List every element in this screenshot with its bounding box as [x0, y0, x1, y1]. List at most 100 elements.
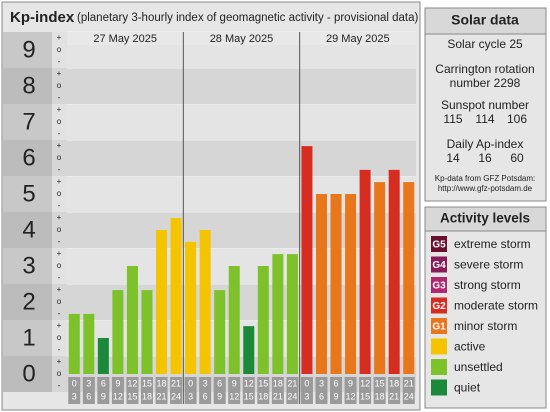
- minor-label: -: [58, 93, 61, 102]
- bar: [170, 218, 182, 374]
- hour-end: 9: [334, 391, 339, 401]
- minor-label: o: [57, 81, 62, 90]
- minor-label: +: [57, 141, 62, 150]
- y-tick-label: 1: [22, 324, 35, 351]
- legend-swatch: [431, 256, 447, 273]
- legend-label: quiet: [454, 381, 481, 395]
- hour-end: 15: [360, 391, 370, 401]
- grid-band: [67, 104, 416, 140]
- minor-label-band: [52, 32, 67, 68]
- bar: [257, 266, 269, 374]
- row-label-band: [3, 248, 52, 284]
- bar: [68, 313, 80, 374]
- legend-swatch: [431, 236, 447, 252]
- hour-start: 0: [304, 378, 309, 388]
- hour-box: [373, 377, 386, 404]
- hour-start: 0: [188, 378, 193, 388]
- hour-box: [228, 377, 241, 404]
- y-tick-label: 4: [22, 216, 35, 243]
- minor-label-band: [52, 140, 67, 176]
- row-label-band: [3, 32, 52, 68]
- minor-label: o: [57, 117, 62, 126]
- bar: [330, 194, 342, 374]
- hour-box: [388, 377, 401, 404]
- day-header-band: [67, 32, 416, 45]
- sunspot-title: Sunspot number: [441, 98, 529, 112]
- hour-box: [97, 377, 110, 404]
- bar: [199, 230, 211, 374]
- hour-end: 24: [171, 391, 181, 401]
- minor-label: -: [58, 129, 61, 138]
- bar: [345, 194, 357, 374]
- y-tick-label: 9: [22, 36, 35, 63]
- minor-label: -: [58, 345, 61, 354]
- minor-label: o: [57, 297, 62, 306]
- minor-label-band: [52, 212, 67, 248]
- activity-header: [424, 206, 547, 232]
- sunspot-value: 115: [443, 112, 462, 126]
- hour-end: 3: [188, 391, 193, 401]
- hour-start: 18: [389, 378, 399, 388]
- bar: [286, 254, 298, 374]
- legend-swatch: [431, 297, 447, 314]
- legend-label: extreme storm: [454, 237, 531, 251]
- row-label-band: [3, 212, 52, 248]
- minor-label: -: [58, 201, 61, 210]
- grid-band: [67, 284, 416, 320]
- minor-label-band: [52, 320, 67, 356]
- kp-title: Kp-index: [10, 9, 75, 26]
- bar: [315, 194, 327, 374]
- bar: [141, 290, 153, 374]
- hour-start: 9: [115, 378, 120, 388]
- kp-chart: 0 - o +1 - o +2 - o +3 - o +4 - o +5 - o +6 - o +7 - o +8 - o +9 - o +…: [3, 31, 416, 404]
- minor-label-band: [52, 356, 67, 392]
- ap-title: Daily Ap-index: [447, 137, 524, 151]
- hour-end: 15: [127, 391, 137, 401]
- hour-end: 12: [346, 391, 356, 401]
- minor-label: +: [57, 33, 62, 42]
- hour-start: 18: [157, 378, 167, 388]
- y-tick-label: 8: [22, 72, 35, 99]
- hour-end: 24: [404, 391, 414, 401]
- minor-label: +: [57, 213, 62, 222]
- y-tick-label: 3: [22, 252, 35, 279]
- minor-label: -: [58, 165, 61, 174]
- legend-label: minor storm: [454, 319, 517, 333]
- minor-label: -: [58, 273, 61, 282]
- hour-end: 6: [203, 391, 208, 401]
- bar: [301, 146, 313, 374]
- hour-box: [126, 377, 139, 404]
- hour-box: [199, 377, 212, 404]
- hour-box: [315, 377, 328, 404]
- minor-label: +: [57, 249, 62, 258]
- legend-badge: G5: [432, 240, 446, 251]
- minor-label: -: [58, 381, 61, 390]
- source: Kp-data from GFZ Potsdam:: [435, 174, 535, 183]
- carrington: Carrington rotation: [435, 62, 534, 76]
- bar: [156, 230, 168, 374]
- day-label: 29 May 2025: [326, 33, 390, 45]
- grid-band: [67, 356, 416, 392]
- minor-label: o: [57, 333, 62, 342]
- bar: [374, 182, 386, 374]
- row-label-band: [3, 176, 52, 212]
- bar: [272, 254, 284, 374]
- grid-band: [67, 212, 416, 248]
- bar: [214, 290, 226, 374]
- legend-swatch: [431, 318, 447, 334]
- minor-label: -: [58, 57, 61, 66]
- hour-start: 6: [217, 378, 222, 388]
- bar: [126, 266, 138, 374]
- minor-label: +: [57, 321, 62, 330]
- hour-start: 6: [101, 378, 106, 388]
- bar: [83, 313, 95, 374]
- legend-label: moderate storm: [454, 299, 538, 313]
- minor-label: -: [58, 237, 61, 246]
- hour-start: 9: [348, 378, 353, 388]
- grid-band: [67, 140, 416, 176]
- bar: [388, 169, 400, 374]
- minor-label-band: [52, 176, 67, 212]
- hour-box: [155, 377, 168, 404]
- ap-value: 16: [478, 151, 492, 165]
- sunspot-value: 106: [507, 112, 527, 126]
